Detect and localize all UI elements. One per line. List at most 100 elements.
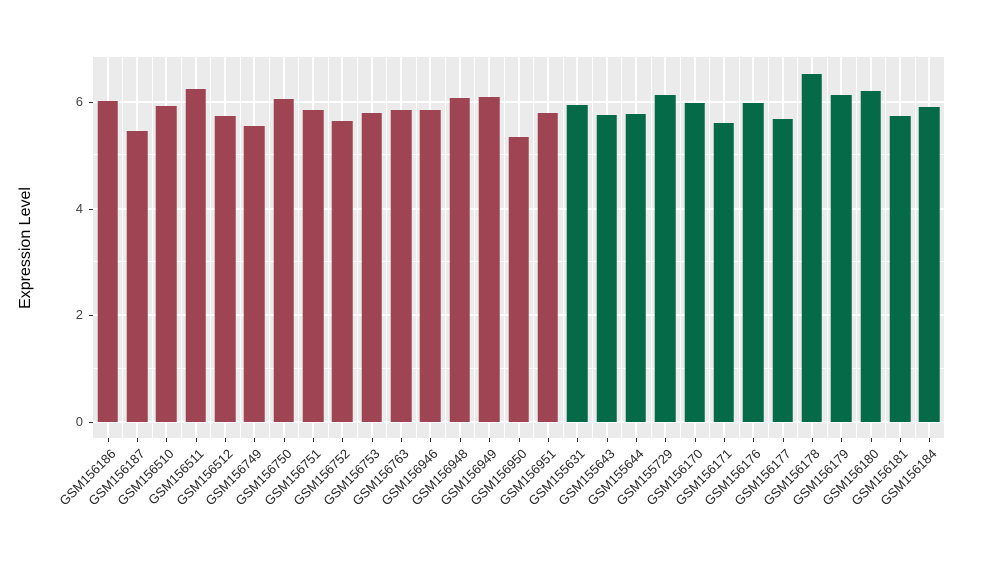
bar-GSM155729 xyxy=(654,94,676,422)
gridline-x-minor xyxy=(181,57,183,438)
x-tick xyxy=(518,438,520,442)
gridline-x-minor xyxy=(503,57,505,438)
gridline-x-minor xyxy=(767,57,769,438)
x-tick xyxy=(283,438,285,442)
x-tick xyxy=(811,438,813,442)
y-tick-label: 6 xyxy=(75,93,83,109)
gridline-x-minor xyxy=(621,57,623,438)
bar-GSM156510 xyxy=(156,106,177,422)
x-tick xyxy=(195,438,197,442)
bar-GSM156951 xyxy=(537,112,559,422)
x-axis: GSM156186 GSM156187 GSM156510 GSM156511 GSM1… xyxy=(56,438,944,568)
gridline-x-minor xyxy=(357,57,359,438)
bar-GSM155644 xyxy=(625,113,647,422)
bar-GSM156948 xyxy=(449,97,471,422)
gridline-x-minor xyxy=(210,57,212,438)
bar-GSM156170 xyxy=(684,103,705,422)
bar-GSM156512 xyxy=(214,116,236,422)
gridline-x-minor xyxy=(914,57,916,438)
bar-GSM156179 xyxy=(831,94,852,422)
bar-GSM156178 xyxy=(801,74,823,422)
y-tick-label: 4 xyxy=(75,200,83,216)
bar-GSM156949 xyxy=(478,96,500,422)
x-tick xyxy=(782,438,784,442)
bar-GSM156184 xyxy=(919,106,940,422)
x-tick xyxy=(899,438,901,442)
gridline-x-minor xyxy=(797,57,799,438)
y-axis-title: Expression Level xyxy=(12,57,40,438)
x-tick xyxy=(313,438,315,442)
gridline-x-minor xyxy=(738,57,740,438)
gridline-x-minor xyxy=(445,57,447,438)
gridline-x-minor xyxy=(885,57,887,438)
gridline-x-minor xyxy=(269,57,271,438)
x-tick xyxy=(137,438,139,442)
gridline-x-minor xyxy=(122,57,124,438)
x-tick xyxy=(107,438,109,442)
gridline-x-minor xyxy=(826,57,828,438)
x-tick xyxy=(929,438,931,442)
bar-GSM155631 xyxy=(566,105,588,422)
y-tick xyxy=(89,208,93,210)
x-tick xyxy=(841,438,843,442)
y-tick-label: 2 xyxy=(75,307,83,323)
gridline-x-minor xyxy=(327,57,329,438)
gridline-x-minor xyxy=(709,57,711,438)
plot-panel xyxy=(93,57,944,438)
x-tick xyxy=(870,438,872,442)
bar-GSM156763 xyxy=(390,110,412,422)
x-tick xyxy=(577,438,579,442)
x-tick xyxy=(166,438,168,442)
bar-GSM156180 xyxy=(860,91,881,422)
x-tick xyxy=(254,438,256,442)
x-tick xyxy=(635,438,637,442)
gridline-x-minor xyxy=(650,57,652,438)
x-tick xyxy=(342,438,344,442)
bar-GSM156177 xyxy=(772,118,793,422)
bar-GSM156950 xyxy=(508,136,529,422)
bar-GSM156186 xyxy=(97,101,118,422)
bar-GSM156946 xyxy=(420,109,441,422)
gridline-x-minor xyxy=(679,57,681,438)
y-axis-title-text: Expression Level xyxy=(17,186,34,309)
bar-GSM156176 xyxy=(742,102,764,422)
y-tick xyxy=(89,315,93,317)
y-axis: 0 2 4 6 xyxy=(50,57,93,438)
x-tick xyxy=(606,438,608,442)
gridline-x-minor xyxy=(533,57,535,438)
x-tick xyxy=(665,438,667,442)
bar-GSM156511 xyxy=(185,89,206,422)
x-tick xyxy=(459,438,461,442)
x-tick xyxy=(547,438,549,442)
x-tick xyxy=(225,438,227,442)
bar-GSM156753 xyxy=(361,112,383,422)
x-tick xyxy=(430,438,432,442)
bar-GSM156187 xyxy=(126,130,148,422)
gridline-x-minor xyxy=(855,57,857,438)
y-tick xyxy=(89,421,93,423)
x-tick xyxy=(694,438,696,442)
x-tick xyxy=(489,438,491,442)
x-tick xyxy=(401,438,403,442)
bar-GSM156751 xyxy=(302,109,324,422)
gridline-x-minor xyxy=(151,57,153,438)
bar-GSM155643 xyxy=(596,115,617,422)
x-tick xyxy=(371,438,373,442)
gridline-x-minor xyxy=(415,57,417,438)
gridline-x-minor xyxy=(562,57,564,438)
bar-GSM156749 xyxy=(244,126,265,422)
gridline-x-minor xyxy=(591,57,593,438)
bar-GSM156750 xyxy=(273,99,294,422)
gridline-x-minor xyxy=(298,57,300,438)
x-tick xyxy=(723,438,725,442)
gridline-x-minor xyxy=(386,57,388,438)
x-tick xyxy=(753,438,755,442)
bar-GSM156181 xyxy=(889,116,911,422)
gridline-x-minor xyxy=(474,57,476,438)
bar-GSM156752 xyxy=(332,121,353,422)
y-tick xyxy=(89,101,93,103)
y-tick-label: 0 xyxy=(75,413,83,429)
bar-GSM156171 xyxy=(713,123,735,422)
gridline-x-minor xyxy=(239,57,241,438)
